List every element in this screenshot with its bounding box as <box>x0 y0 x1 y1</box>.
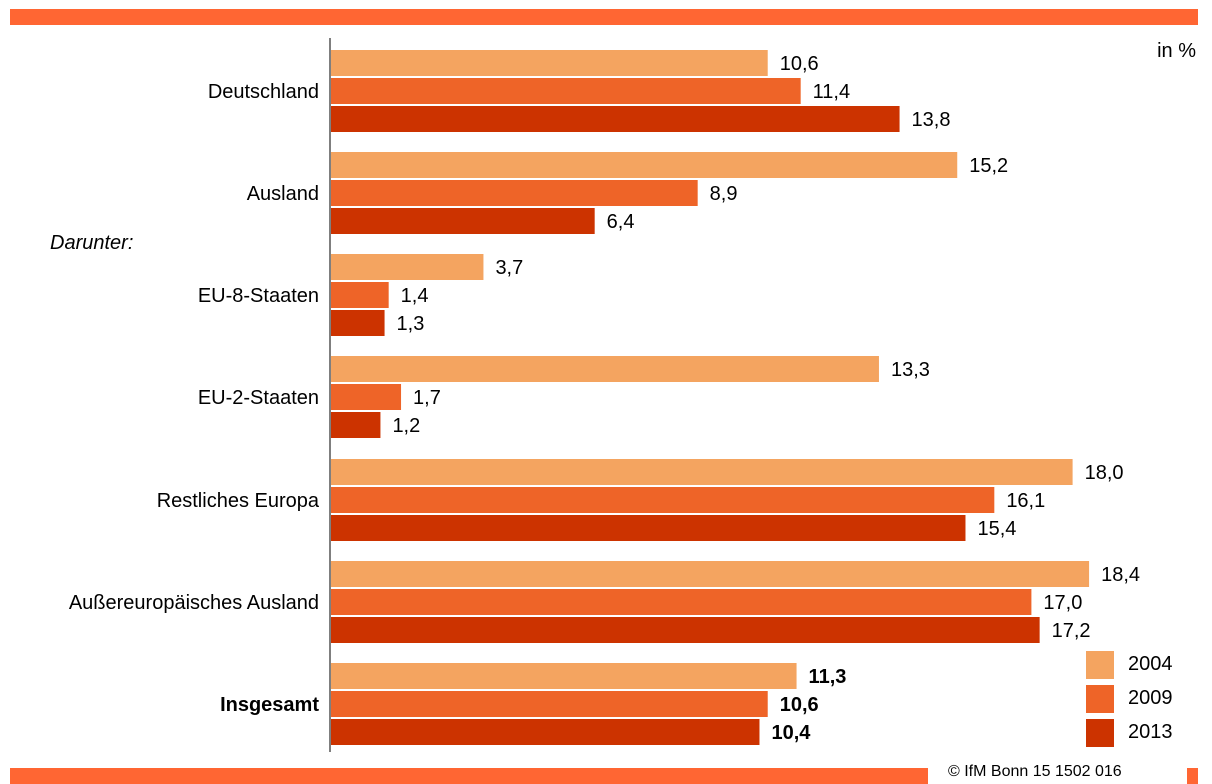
data-label: 17,0 <box>1043 592 1082 614</box>
bottom-accent-band <box>10 768 928 784</box>
legend-swatch-2013 <box>1086 719 1114 747</box>
legend-item-2004: 2004 <box>1086 651 1206 679</box>
bar-chart: Deutschland 10,6 11,4 13,8 Ausland 15,2 8,9 6,4… <box>50 38 1140 752</box>
category-label: EU-8-Staaten <box>198 285 319 307</box>
bar <box>331 617 1040 643</box>
data-label: 6,4 <box>607 211 635 233</box>
data-label: 18,4 <box>1101 564 1140 586</box>
legend-item-2009: 2009 <box>1086 685 1206 713</box>
data-label: 15,4 <box>977 518 1016 540</box>
data-label: 8,9 <box>710 183 738 205</box>
bar <box>331 459 1073 485</box>
bar <box>331 78 801 104</box>
bar <box>331 282 389 308</box>
section-label: Darunter: <box>50 232 133 254</box>
legend-item-2013: 2013 <box>1086 719 1206 747</box>
data-label: 13,8 <box>912 109 951 131</box>
data-label: 18,0 <box>1085 462 1124 484</box>
bar <box>331 663 797 689</box>
bar <box>331 589 1032 615</box>
top-accent-band <box>10 9 1198 25</box>
bar <box>331 106 900 132</box>
data-label: 11,3 <box>809 666 847 688</box>
category-label: Außereuropäisches Ausland <box>69 592 319 614</box>
category-label: Insgesamt <box>220 694 319 716</box>
bar <box>331 356 879 382</box>
bar <box>331 180 698 206</box>
data-label: 17,2 <box>1052 620 1091 642</box>
bar <box>331 208 595 234</box>
legend-swatch-2009 <box>1086 685 1114 713</box>
bar <box>331 384 402 410</box>
data-label: 1,2 <box>392 415 420 437</box>
data-label: 10,6 <box>780 694 819 716</box>
bar <box>331 691 768 717</box>
bar <box>331 152 958 178</box>
bar <box>331 561 1090 587</box>
legend-label-2009: 2009 <box>1128 687 1173 709</box>
data-label: 11,4 <box>813 81 850 103</box>
category-label: Restliches Europa <box>157 490 320 512</box>
data-label: 16,1 <box>1006 490 1045 512</box>
bar <box>331 254 484 280</box>
legend-label-2004: 2004 <box>1128 653 1173 675</box>
data-label: 1,3 <box>397 313 425 335</box>
copyright-text: © IfM Bonn 15 1502 016 <box>948 763 1122 780</box>
bottom-accent-square <box>1187 768 1198 784</box>
data-label: 13,3 <box>891 359 930 381</box>
data-label: 1,7 <box>413 387 441 409</box>
bar <box>331 515 966 541</box>
data-label: 3,7 <box>495 257 523 279</box>
bar <box>331 719 760 745</box>
legend-label-2013: 2013 <box>1128 721 1173 743</box>
bar <box>331 50 768 76</box>
data-label: 1,4 <box>401 285 429 307</box>
category-label: EU-2-Staaten <box>198 387 319 409</box>
data-label: 15,2 <box>969 155 1008 177</box>
bar <box>331 412 381 438</box>
legend-swatch-2004 <box>1086 651 1114 679</box>
category-label: Ausland <box>247 183 319 205</box>
bar <box>331 487 995 513</box>
data-label: 10,4 <box>771 722 811 744</box>
bar <box>331 310 385 336</box>
data-label: 10,6 <box>780 53 819 75</box>
unit-label: in % <box>1157 40 1196 62</box>
category-label: Deutschland <box>208 81 319 103</box>
